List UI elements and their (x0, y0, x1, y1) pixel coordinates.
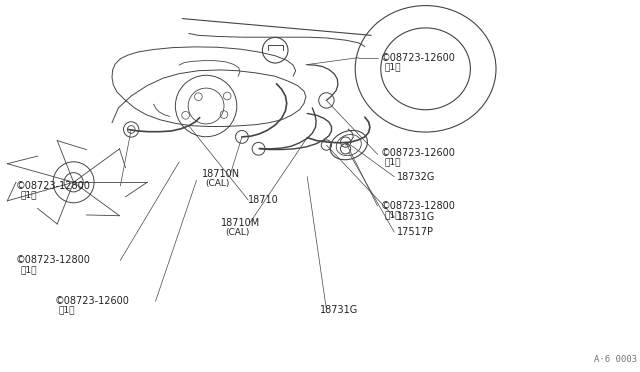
Text: 17517P: 17517P (397, 227, 434, 237)
Text: （1）: （1） (385, 211, 401, 219)
Text: ©08723-12800: ©08723-12800 (16, 181, 91, 191)
Text: 18710: 18710 (248, 195, 279, 205)
Text: 18710M: 18710M (221, 218, 260, 228)
Text: 18732G: 18732G (397, 172, 435, 182)
Text: ©08723-12600: ©08723-12600 (381, 148, 456, 157)
Text: （1）: （1） (385, 157, 401, 166)
Text: ©08723-12600: ©08723-12600 (381, 53, 456, 62)
Text: ©08723-12600: ©08723-12600 (54, 296, 129, 306)
Text: （1）: （1） (20, 265, 36, 274)
Text: 18731G: 18731G (397, 212, 435, 222)
Text: ©08723-12800: ©08723-12800 (16, 256, 91, 265)
Text: ©08723-12800: ©08723-12800 (381, 201, 456, 211)
Text: （1）: （1） (58, 306, 75, 315)
Text: (CAL): (CAL) (225, 228, 249, 237)
Text: A·6 0003: A·6 0003 (594, 355, 637, 364)
Text: （1）: （1） (385, 62, 401, 71)
Text: 18731G: 18731G (320, 305, 358, 314)
Text: 18710N: 18710N (202, 169, 240, 179)
Text: （1）: （1） (20, 190, 36, 199)
Text: (CAL): (CAL) (205, 179, 230, 187)
